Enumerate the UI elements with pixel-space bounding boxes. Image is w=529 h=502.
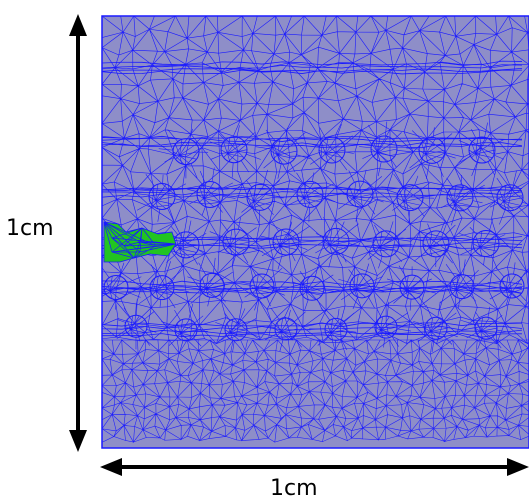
domain-outline — [101, 15, 529, 449]
inclusion-3-6 — [386, 265, 437, 311]
vertical-arrowhead-bottom — [69, 430, 87, 452]
inclusion-2-2 — [260, 219, 310, 270]
inclusion-fan — [161, 303, 209, 355]
inclusion-fan — [385, 173, 435, 224]
inclusion-fan — [359, 121, 413, 177]
inclusion-2-5 — [413, 221, 461, 268]
highlighted-elements — [103, 221, 177, 263]
inclusion-fan — [209, 125, 261, 178]
inclusion-fan — [487, 262, 529, 306]
mesh-band-4 — [102, 280, 523, 295]
inclusion-fan — [291, 261, 335, 312]
inclusion-2-3 — [315, 216, 361, 268]
inclusion-4-3 — [264, 308, 311, 352]
inclusion-3-7 — [437, 259, 484, 309]
inclusion-0-0 — [158, 128, 209, 179]
inclusion-4-1 — [161, 303, 209, 355]
inclusion-4-6 — [413, 301, 458, 353]
vertical-arrowhead-top — [69, 14, 87, 36]
inclusion-1-3 — [284, 172, 336, 223]
inclusion-fan — [488, 170, 529, 225]
inclusion-fan — [309, 307, 357, 351]
inclusion-0-5 — [406, 127, 456, 179]
inclusion-fan — [187, 167, 236, 216]
inclusion-4-4 — [309, 307, 357, 351]
inclusion-4-2 — [215, 308, 261, 353]
inclusion-fan — [406, 127, 456, 179]
inclusion-fan — [238, 259, 285, 311]
mesh-band-3 — [102, 236, 523, 249]
horizontal-arrowhead-right — [507, 458, 529, 476]
inclusion-fan — [102, 262, 142, 313]
inclusion-boundary — [446, 184, 474, 212]
horizontal-arrowhead-left — [100, 458, 122, 476]
inclusion-3-2 — [187, 257, 239, 307]
inclusion-fan — [386, 265, 437, 311]
mesh-edges-lower — [102, 339, 529, 443]
vertical-dimension-arrow — [69, 14, 87, 452]
inclusion-fan — [158, 128, 209, 179]
inclusion-3-0 — [102, 262, 142, 313]
inclusion-fan — [236, 169, 284, 224]
inclusion-0-3 — [310, 124, 354, 171]
inclusion-1-5 — [385, 173, 435, 224]
inclusion-2-1 — [209, 217, 264, 266]
inclusion-fan — [338, 263, 387, 309]
inclusion-fan — [365, 301, 412, 348]
inclusion-fan — [413, 221, 461, 268]
inclusion-3-3 — [238, 259, 285, 311]
inclusion-fan — [361, 221, 413, 269]
inclusion-fan — [413, 301, 458, 353]
inclusion-0-2 — [255, 127, 311, 179]
inclusion-fan — [264, 308, 311, 352]
inclusion-3-5 — [338, 263, 387, 309]
inclusion-1-0 — [133, 174, 187, 222]
highlight-inner-edges — [103, 221, 177, 259]
inclusion-fan — [260, 219, 310, 270]
inclusion-1-4 — [332, 169, 384, 222]
horizontal-dimension-arrow — [100, 458, 529, 476]
inclusion-4-7 — [460, 306, 511, 350]
inclusion-0-4 — [359, 121, 413, 177]
inclusion-fan — [139, 261, 189, 309]
vertical-dimension-label: 1cm — [6, 216, 54, 241]
inclusion-3-4 — [291, 261, 335, 312]
inclusion-fan — [209, 217, 264, 266]
mesh-band-2 — [102, 186, 523, 199]
inclusion-1-7 — [488, 170, 529, 225]
circular-inclusions — [102, 121, 529, 355]
inclusion-1-2 — [236, 169, 284, 224]
inclusion-fan — [187, 257, 239, 307]
horizontal-dimension-label: 1cm — [270, 476, 318, 501]
mesh-domain — [102, 16, 529, 448]
inclusion-fan — [434, 175, 485, 226]
mesh-band-0 — [102, 60, 523, 75]
inclusion-0-1 — [209, 125, 261, 178]
inclusion-fan — [255, 127, 311, 179]
inclusion-fan — [458, 218, 509, 269]
inclusion-fan — [133, 174, 187, 222]
inclusion-fan — [310, 124, 354, 171]
inclusion-4-0 — [116, 299, 157, 350]
inclusion-fan — [215, 308, 261, 353]
inclusion-fan — [332, 169, 384, 222]
inclusion-3-1 — [139, 261, 189, 309]
inclusion-1-6 — [434, 175, 485, 226]
highlighted-region-edges — [103, 221, 177, 259]
inclusion-fan — [458, 122, 504, 176]
inclusion-0-6 — [458, 122, 504, 176]
inclusion-3-8 — [487, 262, 529, 306]
mesh-band-1 — [102, 135, 523, 149]
inclusion-fan — [315, 216, 361, 268]
inclusion-1-1 — [187, 167, 236, 216]
inclusion-2-6 — [458, 218, 509, 269]
inclusion-fan — [284, 172, 336, 223]
inclusion-fan — [437, 259, 484, 309]
inclusion-fan — [460, 306, 511, 350]
inclusion-2-4 — [361, 221, 413, 269]
inclusion-fan — [116, 299, 157, 350]
inclusion-4-5 — [365, 301, 412, 348]
